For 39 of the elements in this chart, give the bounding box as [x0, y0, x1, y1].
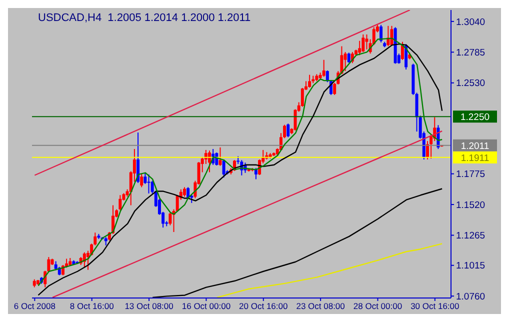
ref-line-label: 1.1911: [460, 152, 490, 164]
line-series: [152, 188, 443, 298]
y-tick-label: 1.2785: [456, 48, 486, 59]
candlestick: [308, 74, 312, 88]
chart-title: USDCAD,H4 1.2005 1.2014 1.2000 1.2011: [38, 12, 251, 24]
ref-line-label: 1.2011: [460, 140, 490, 152]
x-tick-label: 28 Oct 00:00: [353, 301, 402, 312]
candlestick: [380, 24, 383, 43]
y-tick-label: 1.3040: [456, 16, 486, 28]
candlestick: [347, 52, 350, 64]
x-tick-label: 16 Oct 00:00: [182, 301, 231, 312]
y-tick-label: 1.1775: [456, 169, 486, 180]
y-tick-label: 1.1265: [456, 230, 486, 242]
candlestick: [136, 132, 140, 184]
y-tick-label: 1.1015: [456, 260, 486, 272]
y-tick-label: 1.2530: [456, 78, 486, 90]
ref-line-label: 1.2250: [460, 112, 490, 124]
candlestick: [322, 59, 326, 78]
candlestick: [168, 212, 172, 226]
candlestick: [365, 34, 368, 50]
candlestick: [286, 123, 290, 138]
x-tick-label: 13 Oct 08:00: [124, 301, 174, 312]
x-tick-label: 6 Oct 2008: [14, 301, 56, 312]
line-series: [216, 243, 443, 298]
candlestick: [218, 146, 222, 166]
candlestick: [147, 174, 150, 194]
y-tick-label: 1.1520: [456, 200, 486, 211]
x-tick-label: 30 Oct 16:00: [410, 301, 460, 312]
candlestick: [362, 34, 365, 53]
candlestick: [140, 172, 144, 188]
x-tick-label: 23 Oct 08:00: [296, 301, 346, 312]
candlestick: [118, 194, 122, 211]
x-tick-label: 20 Oct 16:00: [239, 301, 288, 312]
candlestick: [344, 52, 347, 72]
candlestick: [222, 158, 226, 178]
x-tick-label: 8 Oct 16:00: [70, 301, 114, 312]
candlestick: [182, 186, 186, 198]
y-tick-label: 1.0760: [456, 291, 486, 302]
candlestick: [404, 44, 408, 70]
